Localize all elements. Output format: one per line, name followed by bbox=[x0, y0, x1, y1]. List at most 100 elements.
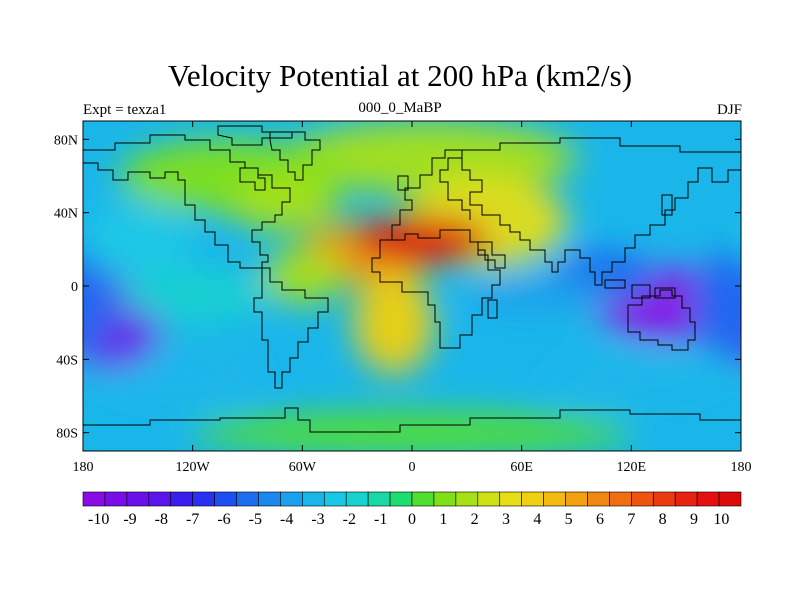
colorbar-swatch bbox=[565, 491, 588, 507]
colorbar-label: -4 bbox=[280, 511, 293, 528]
lon-tick-label: 120E bbox=[617, 460, 647, 475]
coastline-arctic-islands bbox=[217, 125, 293, 146]
coastline-japan bbox=[661, 194, 673, 216]
lat-tick-label: 40S bbox=[56, 353, 78, 368]
colorbar-label: 4 bbox=[533, 511, 541, 528]
lon-tick-label: 120W bbox=[176, 460, 211, 475]
field-blob bbox=[83, 203, 193, 277]
colorbar-swatch bbox=[499, 491, 522, 507]
colorbar-swatch bbox=[214, 491, 237, 507]
latitude-axis: 80N 40N 0 40S 80S bbox=[54, 133, 741, 442]
colorbar-label: -10 bbox=[88, 511, 109, 528]
colorbar-swatch bbox=[433, 491, 457, 507]
colorbar-swatch bbox=[696, 491, 720, 507]
colorbar-label: 10 bbox=[713, 511, 729, 528]
coastline-australia bbox=[627, 289, 696, 351]
colorbar-swatch bbox=[170, 491, 193, 507]
coastline-madagascar bbox=[487, 299, 498, 319]
experiment-label: Expt = texza1 bbox=[83, 102, 167, 118]
field-blobs bbox=[0, 121, 800, 451]
lat-tick-label: 0 bbox=[71, 280, 78, 295]
coastline-british-isles bbox=[397, 175, 409, 191]
field-blob bbox=[353, 271, 434, 374]
colorbar-label: -1 bbox=[374, 511, 387, 528]
field-blob bbox=[466, 276, 614, 314]
coastline-indonesia bbox=[604, 279, 676, 299]
lat-tick-label: 80S bbox=[56, 427, 78, 442]
colorbar-swatch bbox=[82, 491, 106, 507]
field-blob bbox=[229, 176, 339, 231]
coastline-antarctica bbox=[83, 407, 741, 433]
colorbar-label: 2 bbox=[471, 511, 479, 528]
colorbar-label: 0 bbox=[408, 511, 416, 528]
colorbar-label: -6 bbox=[217, 511, 230, 528]
colorbar-swatch bbox=[543, 491, 566, 507]
field-blob bbox=[119, 267, 266, 323]
colorbar-label: 5 bbox=[565, 511, 573, 528]
coastline-south-america bbox=[253, 267, 329, 389]
colorbar-swatch bbox=[126, 491, 150, 507]
colorbar-swatch bbox=[302, 491, 325, 507]
colorbar-label: 3 bbox=[502, 511, 510, 528]
colorbar-swatch bbox=[104, 491, 128, 507]
field-blob bbox=[351, 216, 491, 264]
lon-tick-label: 180 bbox=[73, 460, 94, 475]
colorbar-swatch bbox=[674, 491, 698, 507]
field-blob bbox=[0, 268, 83, 341]
contour-field bbox=[0, 121, 800, 451]
lat-tick-label: 40N bbox=[54, 207, 78, 222]
coastline-hudson-bay bbox=[239, 167, 266, 191]
colorbar-swatch bbox=[192, 491, 215, 507]
chart-title: Velocity Potential at 200 hPa (km2/s) bbox=[167, 58, 633, 93]
colorbar-label: -8 bbox=[155, 511, 168, 528]
colorbar-swatch bbox=[521, 491, 544, 507]
field-blob bbox=[0, 350, 65, 405]
colorbar-swatch bbox=[455, 491, 479, 507]
colorbar-swatch bbox=[477, 491, 501, 507]
lon-tick-label: 60E bbox=[510, 460, 533, 475]
longitude-axis: 180 120W 60W 0 60E 120E 180 bbox=[73, 121, 752, 475]
colorbar-swatch bbox=[609, 491, 632, 507]
field-blob bbox=[741, 204, 800, 277]
coastline-north-america bbox=[83, 134, 291, 269]
coastline-africa bbox=[371, 229, 501, 349]
colorbar-swatch bbox=[258, 491, 281, 507]
field-blob bbox=[262, 249, 343, 305]
colorbar-label: -5 bbox=[249, 511, 262, 528]
coastline-europe bbox=[391, 149, 471, 240]
colorbar: -10 -9 -8 -7 -6 -5 -4 -3 -2 -1 0 1 2 3 4 5 6 7 8 9 10 bbox=[82, 491, 742, 528]
coastline-asia bbox=[461, 137, 741, 286]
coastlines bbox=[83, 125, 741, 433]
colorbar-swatch bbox=[367, 491, 391, 507]
field-blob bbox=[778, 268, 800, 323]
colorbar-label: -9 bbox=[123, 511, 136, 528]
lon-tick-label: 60W bbox=[289, 460, 317, 475]
period-label: 000_0_MaBP bbox=[358, 100, 442, 116]
field-blob bbox=[778, 139, 800, 212]
colorbar-swatch bbox=[587, 491, 610, 507]
colorbar-label: -2 bbox=[343, 511, 356, 528]
colorbar-label: 7 bbox=[627, 511, 635, 528]
lat-tick-label: 80N bbox=[54, 133, 78, 148]
season-label: DJF bbox=[716, 102, 742, 118]
colorbar-swatch bbox=[411, 491, 435, 507]
colorbar-swatch bbox=[148, 491, 172, 507]
colorbar-label: -7 bbox=[186, 511, 199, 528]
colorbar-swatch bbox=[652, 491, 676, 507]
lon-tick-label: 0 bbox=[409, 460, 416, 475]
lon-tick-label: 180 bbox=[731, 460, 752, 475]
field-blob bbox=[83, 250, 115, 358]
colorbar-swatch bbox=[389, 491, 413, 507]
field-blob bbox=[741, 332, 800, 405]
field-blob bbox=[539, 350, 723, 406]
colorbar-swatch bbox=[323, 491, 347, 507]
field-blob bbox=[284, 121, 577, 195]
colorbar-label: 1 bbox=[439, 511, 447, 528]
colorbar-swatch bbox=[280, 491, 303, 507]
colorbar-label: -3 bbox=[311, 511, 324, 528]
colorbar-swatch bbox=[236, 491, 259, 507]
coastline-arabia bbox=[477, 241, 506, 269]
coastline-greenland bbox=[269, 131, 321, 181]
colorbar-swatch bbox=[631, 491, 654, 507]
